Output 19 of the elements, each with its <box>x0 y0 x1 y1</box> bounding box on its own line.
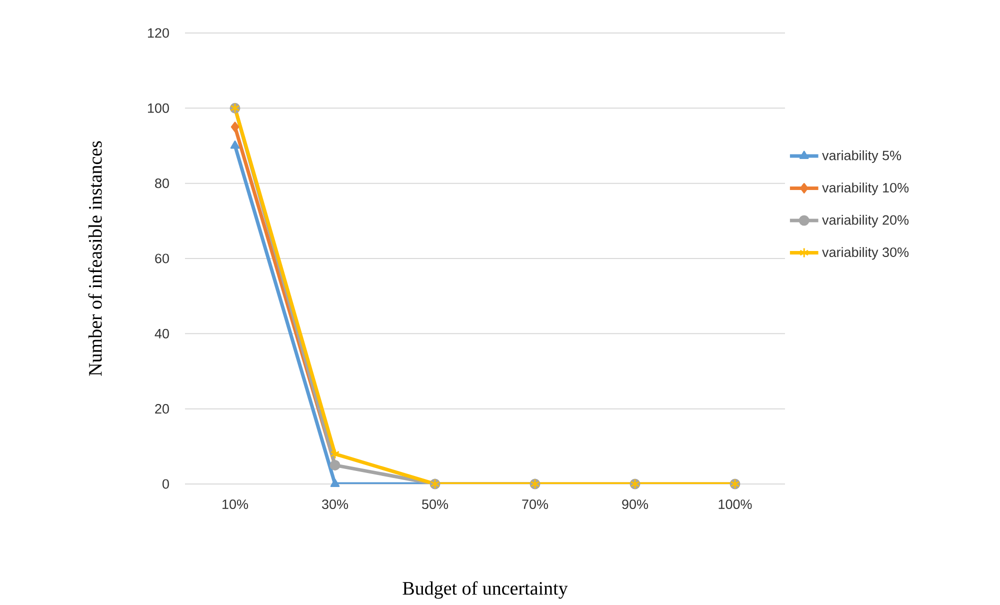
x-tick-label: 50% <box>422 500 448 510</box>
y-tick-label: 80 <box>155 178 169 188</box>
y-tick-label: 120 <box>148 28 169 38</box>
y-tick-label: 40 <box>154 328 169 338</box>
y-axis-title: Number of infeasible instances <box>88 141 102 376</box>
x-tick-label: 30% <box>322 500 348 510</box>
x-axis-title: Budget of uncertainty <box>402 581 568 599</box>
y-tick-label: 60 <box>155 254 169 264</box>
y-tick-label: 100 <box>148 103 169 113</box>
legend-label: variability 20% <box>822 214 909 228</box>
x-tick-label: 100% <box>718 500 752 510</box>
legend-label: variability 10% <box>822 182 909 196</box>
x-tick-label: 70% <box>522 500 548 510</box>
x-tick-label: 10% <box>222 500 248 510</box>
y-tick-label: 20 <box>155 404 169 414</box>
legend-label: variability 5% <box>822 150 902 163</box>
y-tick-label: 0 <box>162 479 169 489</box>
legend-label: variability 30% <box>822 247 909 260</box>
x-tick-label: 90% <box>622 500 648 510</box>
